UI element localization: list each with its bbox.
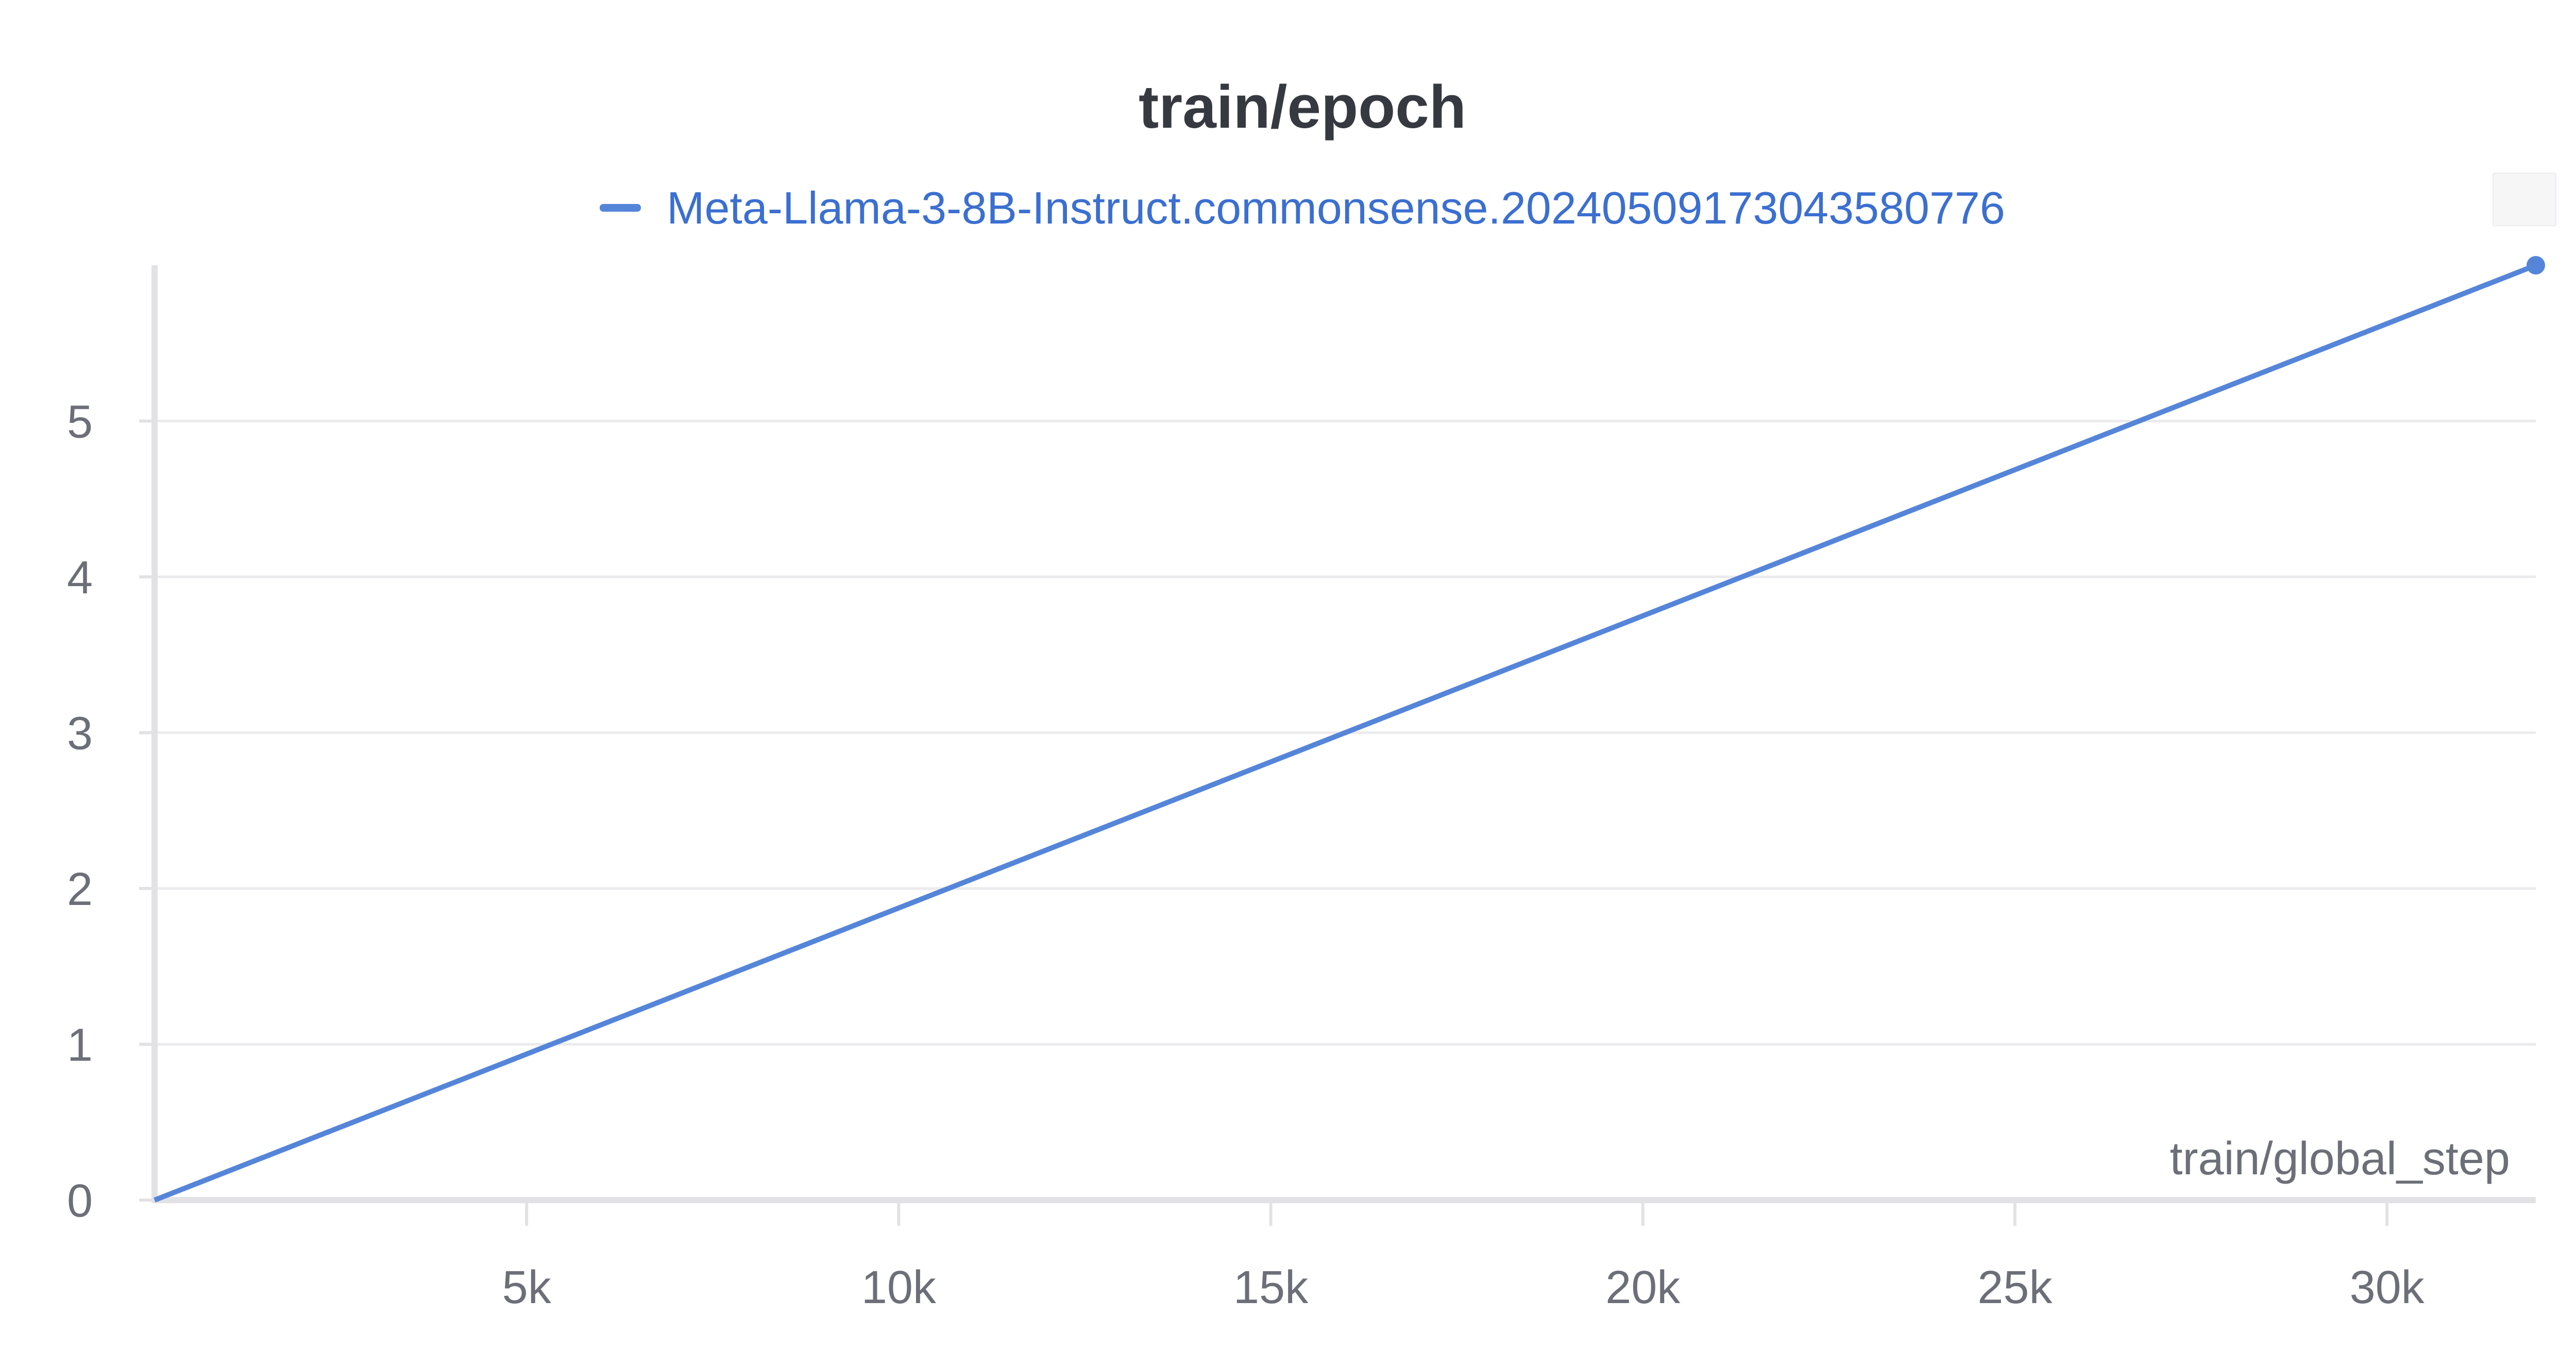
legend-label: Meta-Llama-3-8B-Instruct.commonsense.202… [667,182,2005,233]
x-tick-label: 5k [502,1262,552,1313]
series-group [154,256,2545,1203]
grid-lines [155,420,2536,1046]
legend-swatch [600,204,641,212]
x-tick-label: 10k [861,1262,937,1313]
series-line [154,263,2537,1203]
x-tick-label: 30k [2350,1262,2425,1313]
y-tick-label: 1 [67,1020,93,1071]
x-tick-label: 25k [1977,1262,2053,1313]
legend-item[interactable]: Meta-Llama-3-8B-Instruct.commonsense.202… [600,182,2005,234]
legend: Meta-Llama-3-8B-Instruct.commonsense.202… [0,170,2576,234]
x-tick-label: 20k [1605,1262,1681,1313]
y-tick-label: 2 [67,864,93,915]
ticks: 0 1 2 3 4 5 5k 10k 15k 20k 25k 30k [67,397,2425,1314]
y-tick-label: 0 [67,1175,93,1227]
y-tick-label: 5 [67,397,93,448]
y-tick-label: 4 [67,552,93,604]
series-endpoint [2527,256,2545,275]
x-axis-title: train/global_step [2170,1133,2510,1185]
panel-menu-button[interactable] [2493,173,2556,226]
y-tick-label: 3 [67,708,93,760]
chart-title: train/epoch [1139,73,1466,141]
x-tick-label: 15k [1233,1262,1309,1313]
